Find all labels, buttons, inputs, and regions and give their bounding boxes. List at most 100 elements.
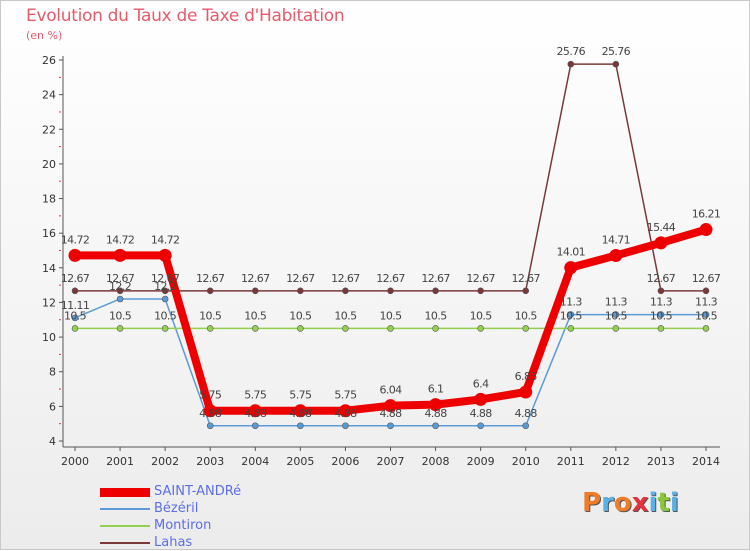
data-label-b-z-ril: 12.2 xyxy=(154,280,176,293)
data-point-b-z-ril xyxy=(477,422,484,430)
data-point-montiron xyxy=(342,325,349,332)
data-label-b-z-ril: 12.2 xyxy=(109,280,131,293)
data-label-saint-andr-: 14.01 xyxy=(557,246,586,259)
data-label-montiron: 10.5 xyxy=(154,309,177,322)
data-label-lahas: 12.67 xyxy=(466,272,495,285)
x-tick-label: 2001 xyxy=(106,455,134,468)
x-tick-label: 2000 xyxy=(61,455,89,468)
data-label-saint-andr-: 5.75 xyxy=(244,389,267,402)
y-tick-label: 22 xyxy=(42,123,56,136)
data-label-lahas: 12.67 xyxy=(421,272,450,285)
data-point-saint-andr- xyxy=(699,223,713,237)
legend-label: Montiron xyxy=(154,518,212,533)
data-point-b-z-ril xyxy=(342,422,349,430)
data-label-lahas: 12.67 xyxy=(106,272,135,285)
data-label-montiron: 10.5 xyxy=(425,309,448,322)
logo-letter: i xyxy=(669,488,679,518)
data-point-montiron xyxy=(432,325,439,332)
logo-letter: r xyxy=(601,488,614,518)
data-label-lahas: 12.67 xyxy=(196,272,225,285)
data-label-lahas: 25.76 xyxy=(602,45,631,58)
data-point-saint-andr- xyxy=(474,392,488,406)
chart-title: Evolution du Taux de Taxe d'Habitation xyxy=(26,6,345,26)
x-tick-label: 2012 xyxy=(602,455,630,468)
data-point-lahas xyxy=(657,287,665,295)
data-label-b-z-ril: 4.88 xyxy=(470,407,493,420)
data-point-saint-andr- xyxy=(203,404,217,418)
logo-letter: P xyxy=(582,488,602,518)
data-point-b-z-ril xyxy=(612,311,620,318)
data-label-montiron: 10.5 xyxy=(334,309,357,322)
data-point-b-z-ril xyxy=(161,295,169,303)
data-point-saint-andr- xyxy=(384,399,397,413)
data-point-lahas xyxy=(251,287,259,295)
data-point-lahas xyxy=(387,287,394,295)
y-tick-label: 6 xyxy=(49,400,56,413)
data-point-lahas xyxy=(477,287,484,295)
data-label-saint-andr-: 15.44 xyxy=(647,221,676,234)
x-tick-label: 2003 xyxy=(196,455,224,468)
data-label-b-z-ril: 4.88 xyxy=(289,407,312,420)
chart-subtitle: (en %) xyxy=(26,29,63,42)
x-tick-label: 2010 xyxy=(512,455,540,468)
y-tick-label: 14 xyxy=(42,262,56,275)
legend-label: Lahas xyxy=(154,535,193,550)
legend-item: SAINT-ANDRé xyxy=(100,484,320,500)
legend-item: Bézéril xyxy=(100,501,320,517)
y-tick-label: 4 xyxy=(49,435,56,448)
data-label-lahas: 25.76 xyxy=(557,45,586,58)
data-point-lahas xyxy=(567,60,575,68)
data-label-lahas: 12.67 xyxy=(331,272,360,285)
data-point-saint-andr- xyxy=(68,248,82,262)
proxiti-logo: Proxiti xyxy=(582,488,679,518)
data-point-lahas xyxy=(342,287,349,295)
x-tick-label: 2013 xyxy=(647,455,675,468)
data-label-b-z-ril: 11.3 xyxy=(650,296,673,309)
data-label-saint-andr-: 16.21 xyxy=(692,208,721,221)
data-label-saint-andr-: 5.75 xyxy=(199,389,222,402)
data-point-montiron xyxy=(567,325,575,332)
data-point-lahas xyxy=(297,287,304,295)
data-point-b-z-ril xyxy=(387,422,394,430)
logo-letter: i xyxy=(648,488,658,518)
y-tick-label: 26 xyxy=(42,54,56,67)
x-tick-label: 2005 xyxy=(286,455,314,468)
x-tick-label: 2002 xyxy=(151,455,179,468)
data-point-b-z-ril xyxy=(657,311,665,318)
data-label-b-z-ril: 4.88 xyxy=(244,407,267,420)
data-label-montiron: 10.5 xyxy=(109,309,132,322)
data-point-saint-andr- xyxy=(293,404,307,418)
x-tick-label: 2009 xyxy=(467,455,495,468)
data-point-b-z-ril xyxy=(251,422,259,430)
data-point-lahas xyxy=(522,287,530,295)
data-label-saint-andr-: 6.83 xyxy=(515,370,538,383)
data-label-b-z-ril: 4.88 xyxy=(334,407,357,420)
data-point-b-z-ril xyxy=(702,311,710,318)
x-tick-label: 2014 xyxy=(692,455,720,468)
data-label-b-z-ril: 4.88 xyxy=(515,407,538,420)
data-label-saint-andr-: 6.1 xyxy=(428,383,444,396)
logo-letter: o xyxy=(613,488,632,518)
data-label-lahas: 12.67 xyxy=(151,272,180,285)
data-point-lahas xyxy=(161,287,169,295)
data-label-saint-andr-: 14.72 xyxy=(106,233,135,246)
data-point-lahas xyxy=(206,287,214,295)
data-point-montiron xyxy=(161,325,169,332)
data-label-montiron: 10.5 xyxy=(695,309,718,322)
data-point-saint-andr- xyxy=(564,261,578,275)
data-label-saint-andr-: 14.71 xyxy=(602,234,631,247)
data-point-montiron xyxy=(657,325,665,332)
logo-letter: x xyxy=(631,488,649,518)
data-point-b-z-ril xyxy=(206,422,214,430)
data-label-b-z-ril: 11.11 xyxy=(61,299,90,312)
data-label-saint-andr-: 14.72 xyxy=(61,233,90,246)
data-point-saint-andr- xyxy=(609,249,623,263)
data-point-lahas xyxy=(612,60,620,68)
data-label-montiron: 10.5 xyxy=(470,309,493,322)
data-label-montiron: 10.5 xyxy=(605,309,628,322)
data-point-montiron xyxy=(522,325,530,332)
data-point-b-z-ril xyxy=(522,422,530,430)
data-point-lahas xyxy=(116,287,124,295)
data-label-montiron: 10.5 xyxy=(289,309,312,322)
